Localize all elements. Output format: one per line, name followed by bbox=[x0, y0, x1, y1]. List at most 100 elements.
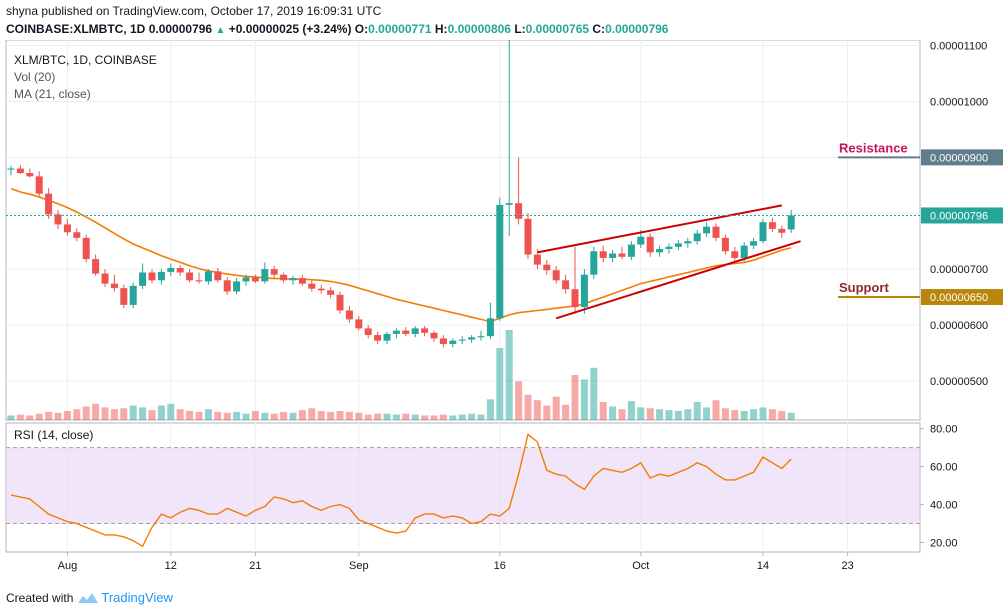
volume-bar bbox=[167, 403, 175, 420]
volume-bar bbox=[204, 409, 212, 420]
candle-body bbox=[26, 173, 34, 177]
candle-body bbox=[627, 244, 635, 257]
legend-volume: Vol (20) bbox=[14, 70, 55, 84]
candle-body bbox=[35, 176, 43, 194]
candle-body bbox=[562, 280, 570, 290]
low-value: 0.00000765 bbox=[525, 22, 590, 36]
volume-bar bbox=[195, 411, 203, 420]
candle-body bbox=[251, 277, 259, 282]
volume-bar bbox=[703, 407, 711, 420]
candle-body bbox=[731, 251, 739, 258]
volume-bar bbox=[533, 400, 541, 420]
created-with-label: Created with bbox=[6, 590, 74, 605]
volume-bar bbox=[421, 415, 429, 420]
volume-bar bbox=[261, 412, 269, 420]
resistance-price-tag: 0.00000900 bbox=[930, 152, 988, 164]
volume-bar bbox=[750, 409, 758, 420]
volume-bar bbox=[778, 411, 786, 420]
volume-bar bbox=[73, 409, 81, 420]
up-triangle-icon: ▲ bbox=[215, 25, 226, 36]
volume-bar bbox=[646, 408, 654, 420]
publisher-line: shyna published on TradingView.com, Octo… bbox=[6, 4, 382, 18]
candle-body bbox=[167, 268, 175, 272]
volume-bar bbox=[289, 412, 297, 420]
volume-bar bbox=[298, 410, 306, 420]
price-change: +0.00000025 (+3.24%) bbox=[228, 22, 352, 36]
candle-body bbox=[383, 333, 391, 341]
candle-body bbox=[148, 272, 156, 281]
candle-body bbox=[430, 332, 438, 339]
volume-bar bbox=[740, 411, 748, 420]
candle-body bbox=[289, 278, 297, 281]
legend-rsi: RSI (14, close) bbox=[14, 428, 93, 442]
volume-bar bbox=[637, 407, 645, 420]
volume-bar bbox=[552, 396, 560, 420]
volume-bar bbox=[656, 409, 664, 420]
volume-bar bbox=[571, 375, 579, 420]
volume-bar bbox=[411, 414, 419, 420]
volume-bar bbox=[355, 412, 363, 420]
candle-body bbox=[496, 204, 504, 319]
volume-bar bbox=[618, 409, 626, 420]
price-chart[interactable]: 0.000005000.000006000.000007000.00000800… bbox=[0, 40, 1006, 585]
support-price-tag: 0.00000650 bbox=[930, 292, 988, 304]
volume-bar bbox=[383, 413, 391, 420]
candle-body bbox=[233, 281, 241, 292]
candle-body bbox=[223, 280, 231, 292]
candle-body bbox=[270, 269, 278, 275]
volume-bar bbox=[721, 408, 729, 420]
candle-body bbox=[421, 328, 429, 333]
volume-bar bbox=[45, 411, 53, 420]
candle-body bbox=[449, 340, 457, 344]
rsi-tick-label: 80.00 bbox=[930, 424, 958, 436]
legend-ma: MA (21, close) bbox=[14, 87, 91, 101]
current-price-tag: 0.00000796 bbox=[930, 210, 988, 222]
volume-bar bbox=[223, 412, 231, 420]
candle-body bbox=[703, 226, 711, 234]
resistance-label: Resistance bbox=[839, 140, 908, 155]
volume-bar bbox=[768, 409, 776, 420]
resistance-trendline bbox=[537, 204, 782, 254]
candle-body bbox=[327, 290, 335, 295]
time-tick-label: 14 bbox=[757, 560, 769, 572]
volume-bar bbox=[270, 413, 278, 420]
brand-label[interactable]: TradingView bbox=[101, 590, 173, 605]
volume-bar bbox=[759, 407, 767, 420]
candle-body bbox=[656, 249, 664, 253]
candle-body bbox=[204, 271, 212, 282]
candle-body bbox=[740, 245, 748, 258]
volume-bar bbox=[82, 406, 90, 420]
candle-body bbox=[750, 241, 758, 246]
volume-bar bbox=[449, 415, 457, 420]
ma-line bbox=[10, 187, 792, 323]
volume-bar bbox=[308, 408, 316, 420]
footer: Created with TradingView bbox=[6, 590, 173, 605]
candle-body bbox=[110, 283, 118, 289]
volume-bar bbox=[327, 411, 335, 420]
candle-body bbox=[477, 336, 485, 338]
candle-body bbox=[486, 318, 494, 337]
candle-body bbox=[45, 193, 53, 215]
candle-body bbox=[543, 264, 551, 271]
candle-body bbox=[618, 253, 626, 257]
candle-body bbox=[552, 270, 560, 281]
volume-bar bbox=[712, 400, 720, 420]
volume-bar bbox=[430, 415, 438, 420]
candle-body bbox=[280, 274, 288, 281]
volume-bar bbox=[35, 413, 43, 420]
candle-body bbox=[308, 283, 316, 289]
candle-body bbox=[261, 269, 269, 282]
candle-body bbox=[214, 271, 222, 281]
volume-bar bbox=[16, 414, 24, 420]
candle-body bbox=[16, 168, 24, 173]
candle-body bbox=[580, 274, 588, 308]
volume-bar bbox=[524, 394, 532, 420]
candle-body bbox=[242, 277, 250, 282]
candle-body bbox=[533, 254, 541, 265]
volume-bar bbox=[233, 411, 241, 420]
candle-body bbox=[712, 226, 720, 238]
volume-bar bbox=[731, 410, 739, 420]
candle-body bbox=[778, 228, 786, 233]
volume-bar bbox=[599, 402, 607, 420]
time-tick-label: 12 bbox=[165, 560, 177, 572]
